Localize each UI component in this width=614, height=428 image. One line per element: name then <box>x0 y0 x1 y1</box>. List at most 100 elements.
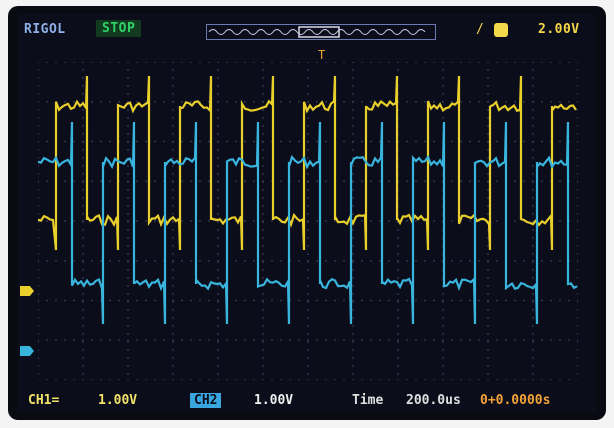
arrow-right-icon[interactable] <box>20 286 34 296</box>
grid-dot <box>577 133 578 135</box>
grid-dot <box>226 140 228 143</box>
grid-dot <box>217 197 219 199</box>
ch2-label[interactable]: CH2 <box>190 393 222 408</box>
grid-dot <box>208 259 210 262</box>
grid-dot <box>451 140 453 143</box>
grid-dot <box>478 180 480 183</box>
grid-dot <box>73 299 75 302</box>
grid-dot <box>352 349 354 351</box>
grid-dot <box>82 85 84 87</box>
grid-dot <box>217 333 219 335</box>
grid-dot <box>424 62 426 63</box>
ch1-coupling-label[interactable]: CH1= <box>28 393 60 408</box>
grid-dot <box>271 220 273 222</box>
grid-dot <box>262 213 264 215</box>
grid-dot <box>577 220 578 222</box>
grid-dot <box>532 309 534 311</box>
grid-dot <box>307 309 309 311</box>
grid-dot <box>397 299 399 302</box>
grid-dot <box>253 339 255 342</box>
grid-dot <box>172 197 174 199</box>
grid-dot <box>352 140 354 143</box>
grid-dot <box>397 317 399 319</box>
grid-dot <box>262 77 264 79</box>
grid-dot <box>172 277 174 279</box>
grid-dot <box>559 379 561 380</box>
grid-dot <box>352 357 354 359</box>
grid-dot <box>514 62 516 63</box>
grid-dot <box>307 173 309 175</box>
grid-dot <box>379 220 381 222</box>
grid-dot <box>64 379 66 380</box>
trigger-position-marker[interactable]: T <box>318 48 326 62</box>
grid-dot <box>550 100 552 103</box>
grid-dot <box>118 339 120 342</box>
grid-dot <box>496 140 498 143</box>
grid-dot <box>82 259 84 262</box>
grid-dot <box>577 69 578 71</box>
grid-dot <box>532 62 534 63</box>
grid-dot <box>406 62 408 63</box>
grid-dot <box>262 325 264 327</box>
grid-dot <box>46 299 48 302</box>
grid-dot <box>352 109 354 111</box>
grid-dot <box>172 100 174 103</box>
grid-dot <box>334 299 336 302</box>
grid-dot <box>388 62 390 63</box>
grid-dot <box>307 373 309 375</box>
grid-dot <box>154 339 156 342</box>
grid-dot <box>262 333 264 335</box>
grid-dot <box>244 259 246 262</box>
grid-dot <box>190 379 192 380</box>
grid-dot <box>262 85 264 87</box>
grid-dot <box>478 140 480 143</box>
grid-dot <box>523 100 525 103</box>
grid-dot <box>38 325 39 327</box>
grid-dot <box>388 339 390 342</box>
grid-dot <box>262 189 264 191</box>
grid-dot <box>262 173 264 175</box>
timebase-value[interactable]: 200.0us <box>406 393 461 408</box>
grid-dot <box>523 140 525 143</box>
grid-dot <box>38 109 39 111</box>
grid-dot <box>190 100 192 103</box>
grid-dot <box>433 379 435 380</box>
grid-dot <box>352 189 354 191</box>
grid-dot <box>100 259 102 262</box>
grid-dot <box>406 100 408 103</box>
grid-dot <box>478 379 480 380</box>
grid-dot <box>217 261 219 263</box>
grid-dot <box>217 133 219 135</box>
grid-dot <box>172 220 174 222</box>
grid-dot <box>145 339 147 342</box>
grid-dot <box>532 277 534 279</box>
grid-dot <box>316 62 318 63</box>
run-stop-indicator[interactable]: STOP <box>96 20 142 37</box>
grid-dot <box>262 293 264 295</box>
grid-dot <box>451 220 453 222</box>
grid-dot <box>568 379 570 380</box>
grid-dot <box>415 62 417 63</box>
grid-dot <box>532 317 534 319</box>
grid-dot <box>487 277 489 279</box>
trigger-offset[interactable]: 0+0.0000s <box>480 393 551 408</box>
grid-dot <box>55 339 57 342</box>
grid-dot <box>532 165 534 167</box>
grid-dot <box>127 285 129 287</box>
arrow-right-icon[interactable] <box>20 346 34 356</box>
grid-dot <box>271 299 273 302</box>
grid-dot <box>577 165 578 167</box>
grid-dot <box>316 379 318 380</box>
grid-dot <box>532 373 534 375</box>
grid-dot <box>352 245 354 247</box>
grid-dot <box>469 62 471 63</box>
grid-dot <box>307 220 309 222</box>
grid-dot <box>352 341 354 343</box>
grid-dot <box>154 62 156 63</box>
grid-dot <box>163 339 165 342</box>
grid-dot <box>73 339 75 342</box>
grid-dot <box>532 69 534 71</box>
grid-dot <box>38 341 39 343</box>
grid-dot <box>38 117 39 119</box>
brand-label: RIGOL <box>24 22 66 37</box>
